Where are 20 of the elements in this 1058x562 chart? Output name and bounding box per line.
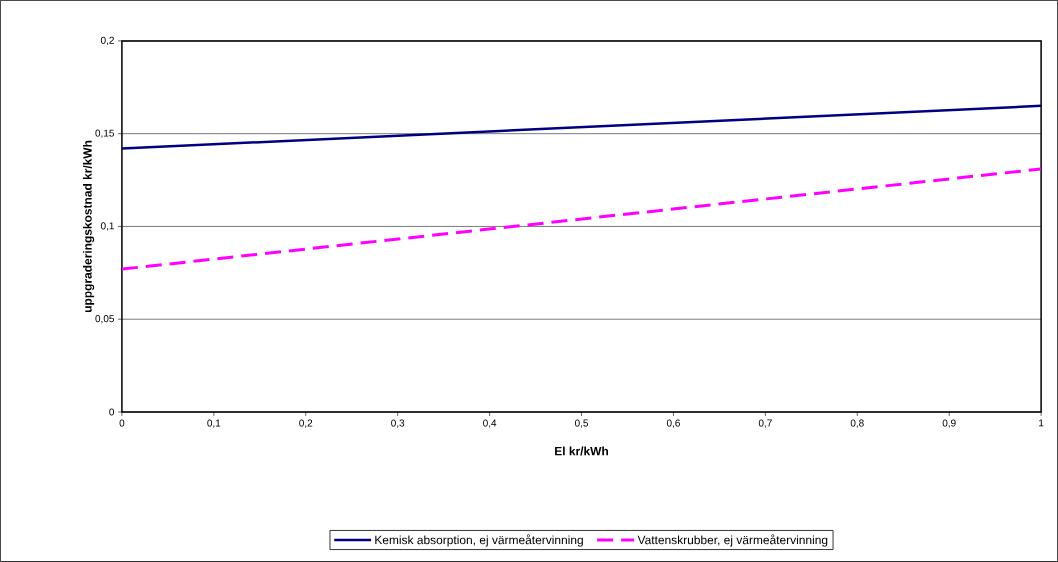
x-tick-label: 0,5 <box>574 419 589 428</box>
y-tick-label: 0,15 <box>95 129 114 138</box>
x-tick-label: 1 <box>1039 419 1044 427</box>
x-tick-label: 0,6 <box>666 419 680 428</box>
x-tick-label: 0,8 <box>850 419 864 428</box>
x-tick-label: 0,3 <box>391 419 405 428</box>
legend-label: Kemisk absorption, ej värmeåtervinning <box>375 534 583 547</box>
x-tick-label: 0,9 <box>942 419 956 428</box>
y-tick-label: 0,1 <box>100 222 114 231</box>
y-tick-label: 0,2 <box>100 36 114 46</box>
x-tick-label: 0,1 <box>207 419 221 428</box>
y-tick-label: 0,05 <box>95 315 114 324</box>
x-tick-label: 0,4 <box>483 419 497 428</box>
x-tick-label: 0,7 <box>758 419 772 428</box>
y-axis-title: uppgraderingskostnad kr/kWh <box>82 140 95 313</box>
y-tick-label: 0 <box>109 408 115 416</box>
x-axis-title: El kr/kWh <box>555 446 609 456</box>
x-tick-label: 0,2 <box>299 419 313 428</box>
x-tick-label: 0 <box>119 419 125 427</box>
legend-label: Vattenskrubber, ej värmeåtervinning <box>637 534 828 547</box>
